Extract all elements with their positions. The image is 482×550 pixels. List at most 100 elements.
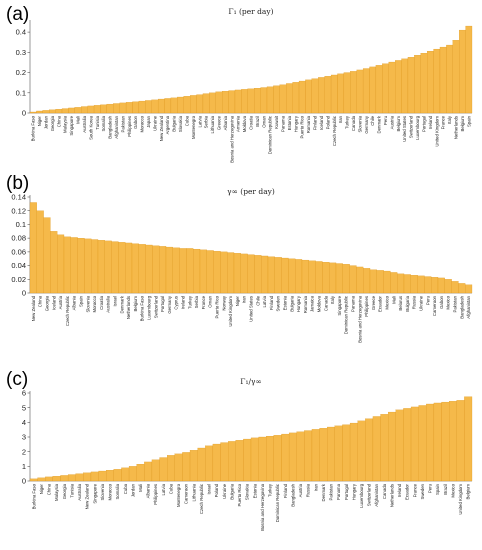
bar [433, 402, 442, 482]
bar [113, 469, 122, 482]
bar [363, 268, 371, 294]
x-tick-label: Iran [242, 295, 247, 303]
x-tick-label: Afghanistan [374, 483, 379, 506]
x-tick-label: Turkey [345, 115, 350, 129]
bar [125, 102, 133, 114]
bar [77, 238, 85, 294]
x-tick-label: Italy [330, 295, 335, 304]
bar [369, 269, 377, 294]
bar [372, 416, 381, 482]
bar [215, 91, 223, 114]
bar [119, 102, 127, 114]
x-tick-label: Cuba [123, 483, 128, 494]
x-tick-label: Czech Republic [332, 115, 337, 146]
x-tick-label: Portugal [160, 296, 165, 312]
bar [418, 405, 427, 482]
bar [258, 436, 267, 482]
x-tick-label: Italy [447, 115, 452, 124]
x-tick-label: Ukraine [152, 115, 157, 130]
x-tick-label: Bosnia and Herzegovina [229, 115, 234, 162]
x-tick-label: Sweden [276, 295, 281, 311]
x-tick-label: Greece [216, 115, 221, 130]
bar [172, 247, 180, 294]
x-tick-label: Australia [77, 483, 82, 500]
bar [212, 443, 221, 482]
bar [100, 104, 107, 114]
bar [403, 408, 412, 482]
bar [356, 266, 364, 294]
bar [197, 447, 206, 482]
x-tick-label: Niger [37, 115, 42, 126]
x-tick-label: Albania [72, 295, 77, 310]
x-tick-label: Bangladesh [108, 115, 113, 138]
x-tick-label: Afghanistan [114, 115, 119, 138]
x-tick-label: Iran [313, 483, 318, 491]
bar [106, 470, 114, 482]
x-tick-label: Cyprus [174, 296, 179, 310]
x-tick-label: Kuwait [274, 115, 279, 129]
bar [420, 53, 428, 114]
x-tick-label: Iran [338, 115, 343, 123]
x-tick-label: France [201, 295, 206, 309]
bar [42, 110, 50, 114]
x-tick-label: Russia [306, 483, 311, 497]
bar [395, 60, 402, 114]
panel-label: (b) [6, 173, 29, 194]
x-tick-label: Peru [428, 483, 433, 493]
x-tick-label: Albania [146, 483, 151, 498]
bar [273, 435, 282, 482]
x-tick-label: Brazil [255, 116, 260, 127]
bar [247, 254, 255, 294]
x-tick-label: Switzerland [153, 295, 158, 318]
x-tick-label: Burkina Faso [140, 295, 145, 321]
x-tick-label: Bulgaria [172, 115, 177, 131]
y-tick-label: 4 [22, 418, 26, 427]
x-tick-label: Pakistan [120, 115, 125, 132]
y-tick-label: 0 [22, 109, 26, 118]
x-tick-label: Slovenia [100, 483, 105, 500]
bar [106, 103, 114, 114]
x-tick-label: Mali [138, 484, 143, 492]
bar [159, 246, 167, 294]
bar [365, 418, 374, 482]
x-tick-label: Belgium [133, 296, 138, 312]
x-tick-label: Albania [223, 115, 228, 130]
bar [220, 442, 229, 482]
x-tick-label: Denmark [321, 483, 326, 501]
bar [288, 258, 296, 294]
bar [380, 414, 389, 482]
bar [93, 105, 101, 114]
x-tick-label: Luxembourg [359, 483, 364, 507]
x-tick-label: Austria [298, 483, 303, 497]
bar [304, 430, 313, 482]
bar [441, 401, 450, 482]
y-tick-label: 5 [22, 403, 26, 412]
x-tick-label: Puerto Rico [215, 295, 220, 318]
x-tick-label: Panama [336, 483, 341, 500]
bar [118, 242, 126, 294]
bar [57, 234, 65, 294]
x-tick-label: Jordan [44, 115, 49, 129]
x-tick-label: Spain [466, 115, 471, 127]
bar [145, 100, 152, 114]
bar [292, 82, 300, 114]
bar [234, 89, 242, 114]
x-tick-label: Georgia [50, 115, 55, 131]
x-tick-label: Ireland [397, 483, 402, 497]
x-tick-label: Cameroon [184, 483, 189, 504]
x-tick-label: Poland [214, 483, 219, 497]
bar [298, 80, 306, 114]
y-tick-label: 0.08 [11, 234, 26, 243]
x-tick-label: Dominican Republic [275, 483, 280, 522]
bar [464, 396, 473, 482]
x-tick-label: Latvia [197, 115, 202, 127]
x-tick-label: New Zealand [159, 115, 164, 141]
bar [315, 261, 323, 294]
x-tick-label: Oman [208, 295, 213, 307]
x-tick-label: Oman [261, 115, 266, 127]
bar [174, 453, 183, 482]
x-tick-label: Singapore [92, 483, 97, 503]
x-tick-label: Canada [382, 483, 387, 499]
x-tick-label: Hungary [296, 295, 301, 312]
bar [301, 259, 309, 294]
